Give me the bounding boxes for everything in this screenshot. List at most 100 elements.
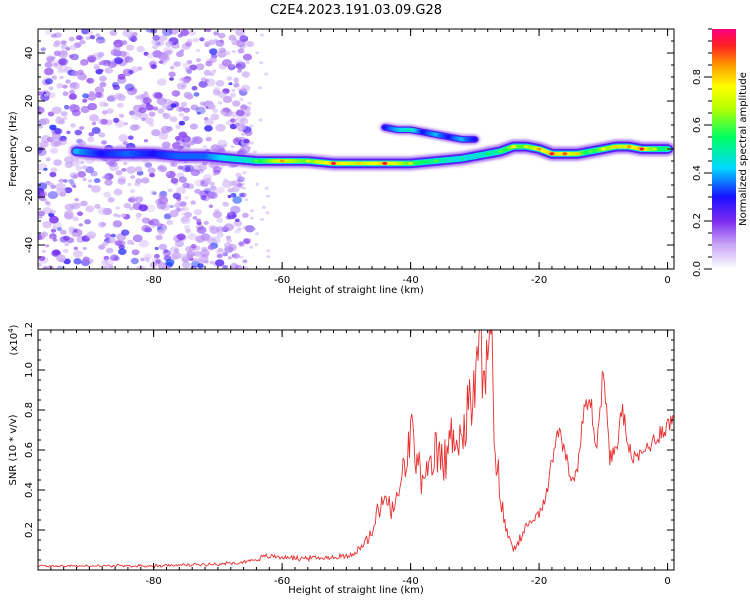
noise-blob — [114, 57, 124, 65]
noise-blob — [148, 111, 156, 117]
noise-blob — [209, 57, 217, 63]
noise-blob — [56, 254, 66, 262]
noise-blob — [228, 34, 237, 41]
noise-blob — [141, 217, 150, 224]
noise-blob — [190, 265, 197, 269]
noise-blob — [80, 200, 88, 207]
noise-blob — [79, 39, 86, 45]
noise-blob — [195, 235, 205, 243]
noise-blob — [235, 139, 240, 143]
noise-blob — [66, 210, 74, 216]
noise-blob — [222, 95, 233, 104]
noise-blob — [241, 61, 246, 65]
noise-blob — [162, 112, 168, 117]
noise-blob — [151, 129, 161, 137]
noise-blob — [72, 250, 83, 258]
noise-blob — [255, 232, 260, 236]
noise-blob — [191, 136, 200, 143]
noise-blob — [45, 157, 51, 162]
noise-blob — [64, 156, 74, 164]
noise-blob — [192, 38, 199, 43]
noise-blob — [234, 122, 240, 127]
noise-blob — [208, 204, 214, 208]
noise-blob — [192, 250, 201, 257]
noise-blob — [118, 248, 127, 255]
noise-blob — [162, 113, 171, 120]
noise-blob — [219, 166, 223, 170]
noise-blob — [71, 70, 79, 77]
colorbar-tick-label: 0.6 — [692, 117, 703, 133]
noise-blob — [231, 186, 240, 193]
noise-blob — [80, 105, 90, 114]
noise-blob — [104, 173, 114, 180]
noise-blob — [52, 56, 56, 60]
noise-blob — [94, 92, 103, 98]
noise-blob — [254, 243, 259, 247]
noise-blob — [112, 84, 120, 91]
x-tick-label: -60 — [274, 576, 290, 587]
noise-blob — [106, 108, 114, 114]
noise-blob — [87, 102, 98, 111]
noise-blob — [238, 192, 245, 198]
noise-blob — [38, 262, 42, 267]
noise-blob — [49, 215, 59, 224]
noise-blob — [232, 41, 236, 45]
noise-blob — [169, 205, 174, 208]
noise-blob — [56, 265, 65, 269]
noise-blob — [97, 207, 108, 216]
noise-blob — [235, 172, 242, 178]
noise-blob — [59, 229, 67, 235]
noise-blob — [209, 181, 215, 186]
noise-blob — [145, 117, 155, 125]
noise-blob — [189, 123, 198, 130]
noise-blob — [198, 80, 208, 88]
noise-blob — [153, 92, 163, 99]
noise-blob — [144, 162, 153, 168]
noise-blob — [87, 136, 95, 143]
noise-blob — [110, 49, 120, 56]
noise-blob — [104, 263, 114, 269]
noise-blob — [243, 266, 248, 269]
noise-blob — [143, 51, 149, 56]
spectral-upper-branch — [379, 122, 481, 145]
noise-blob — [100, 118, 108, 125]
noise-blob — [107, 174, 114, 179]
noise-blob — [44, 67, 54, 76]
noise-blob — [215, 186, 225, 194]
noise-blob — [175, 124, 181, 129]
noise-blob — [47, 191, 59, 200]
noise-blob — [213, 86, 221, 93]
noise-blob — [155, 259, 161, 264]
noise-blob — [163, 249, 169, 253]
noise-blob — [203, 178, 211, 184]
noise-blob — [59, 50, 68, 56]
noise-blob — [94, 86, 105, 94]
noise-blob — [38, 182, 48, 190]
noise-blob — [49, 171, 57, 178]
noise-blob — [179, 77, 184, 82]
noise-blob — [87, 184, 93, 188]
noise-blob — [221, 59, 232, 67]
noise-blob — [53, 250, 60, 256]
noise-blob — [46, 56, 55, 63]
noise-blob — [203, 220, 209, 225]
noise-blob — [235, 183, 240, 187]
noise-blob — [179, 146, 184, 150]
spectral-upper-branch-point — [383, 126, 387, 129]
noise-blob — [178, 176, 187, 183]
noise-blob — [78, 223, 84, 227]
noise-blob — [181, 165, 191, 173]
noise-blob — [233, 39, 238, 43]
noise-blob — [43, 93, 49, 97]
noise-blob — [54, 32, 62, 38]
noise-blob — [130, 124, 139, 131]
noise-blob — [212, 166, 222, 174]
noise-blob — [53, 141, 61, 147]
noise-blob — [212, 211, 222, 219]
noise-blob — [216, 253, 223, 259]
noise-blob — [56, 83, 64, 89]
noise-blob — [241, 182, 245, 186]
noise-blob — [56, 187, 67, 196]
noise-blob — [100, 39, 106, 44]
colorbar-tick-label: 0.8 — [692, 69, 703, 85]
